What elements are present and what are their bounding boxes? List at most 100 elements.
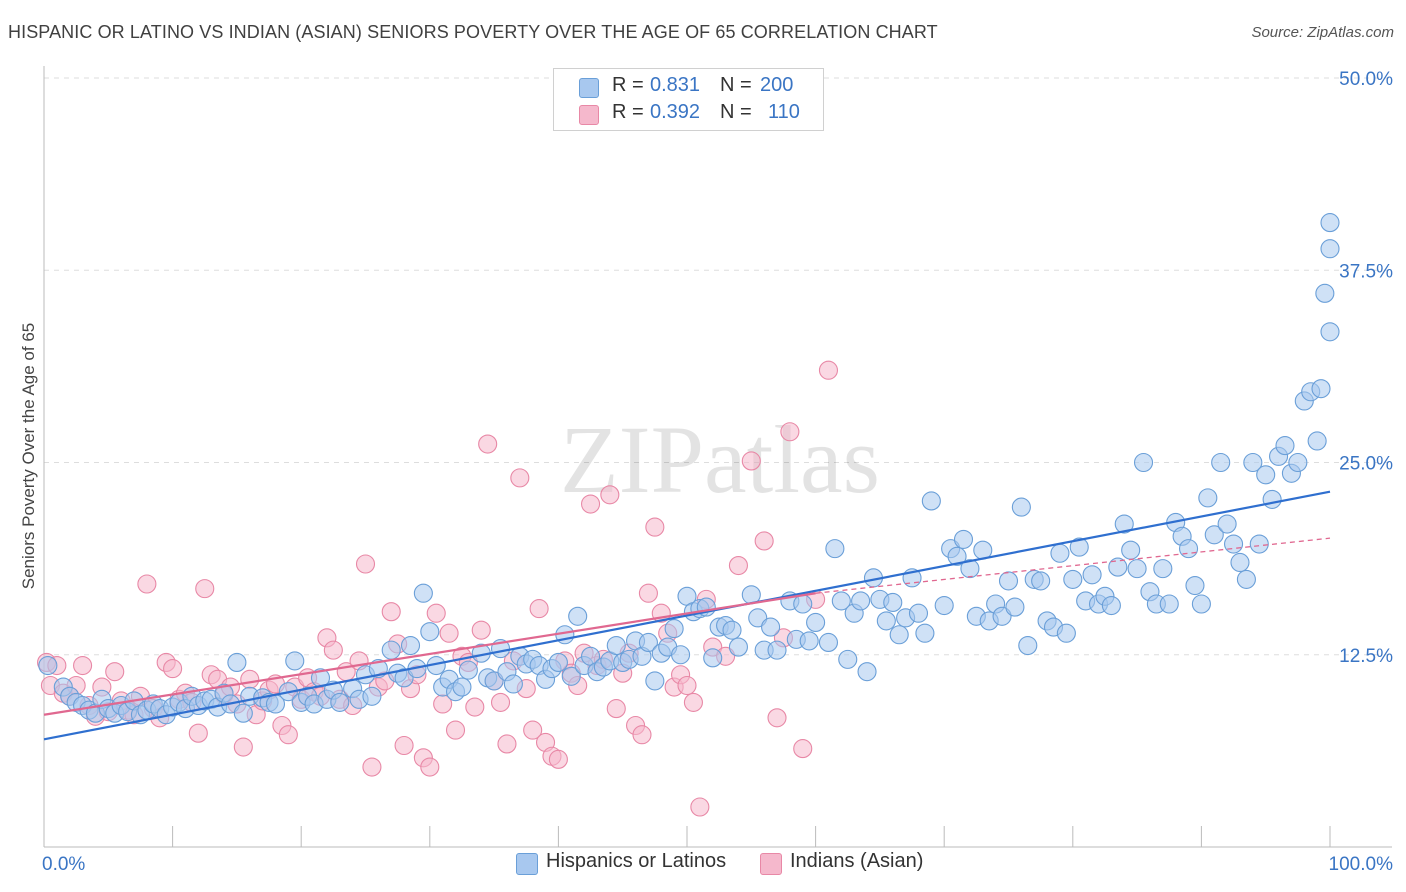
- hispanics-point-170: [1198, 488, 1218, 508]
- bottom-legend-swatch-pink: [760, 853, 782, 875]
- hispanics-point-100: [722, 620, 742, 640]
- hispanics-point-88: [645, 671, 665, 691]
- trend-lines: [43, 490, 1331, 741]
- indians-asian-point-71: [490, 692, 511, 712]
- indians-asian-point-32: [240, 669, 260, 689]
- hispanics-point-97: [703, 648, 723, 668]
- hispanics-point-121: [876, 611, 896, 631]
- hispanics-point-179: [1256, 465, 1276, 485]
- hispanics-point-189: [1315, 283, 1335, 303]
- indians-asian-point-31: [233, 737, 253, 757]
- indians-asian-point-101: [683, 692, 703, 712]
- hispanics-point-105: [761, 617, 781, 637]
- axes: [43, 66, 1392, 848]
- indians-asian-point-89: [606, 699, 626, 719]
- hispanics-point-172: [1211, 452, 1231, 473]
- hispanics-point-159: [1127, 559, 1147, 579]
- hispanics-point-48: [381, 640, 401, 660]
- hispanics-point-187: [1307, 431, 1327, 451]
- indians-asian-point-68: [471, 620, 491, 640]
- indians-asian-point-109: [767, 708, 787, 728]
- hispanics-point-75: [561, 666, 581, 686]
- indians-asian-point-76: [523, 720, 543, 740]
- y-axis-label: Seniors Poverty Over the Age of 65: [19, 323, 38, 589]
- y-tick-label-1: 25.0%: [1339, 454, 1393, 475]
- indians-asian-point-102: [690, 797, 710, 817]
- hispanics-point-158: [1121, 540, 1141, 560]
- hispanics-point-177: [1243, 452, 1263, 473]
- trend-line-indians-asian: [43, 592, 816, 716]
- indians-asian-point-61: [426, 603, 446, 623]
- hispanics-point-126: [908, 603, 929, 623]
- source-label: Source: ZipAtlas.com: [1251, 24, 1394, 41]
- hispanics-point-140: [1005, 597, 1025, 617]
- indians-asian-point-112: [793, 739, 813, 759]
- legend-n-label: N =: [720, 74, 752, 96]
- hispanics-point-173: [1217, 514, 1237, 534]
- hispanics-point-174: [1224, 534, 1244, 554]
- hispanics-point-103: [748, 608, 768, 628]
- hispanics-point-139: [998, 571, 1019, 591]
- x-tick-label-min: 0.0%: [42, 854, 85, 875]
- indians-asian-point-88: [600, 485, 620, 505]
- hispanics-point-123: [889, 625, 909, 645]
- hispanics-point-184: [1288, 452, 1308, 473]
- indians-asian-point-72: [497, 734, 517, 754]
- hispanics-point-35: [285, 651, 305, 671]
- hispanics-point-132: [953, 529, 974, 549]
- hispanics-point-106: [767, 640, 787, 660]
- hispanics-point-169: [1191, 594, 1211, 614]
- indians-asian-point-114: [818, 360, 839, 380]
- hispanics-point-192: [1320, 213, 1340, 233]
- hispanics-point-117: [851, 591, 871, 611]
- indians-asian-point-64: [445, 720, 466, 740]
- hispanics-point-157: [1114, 514, 1134, 534]
- legend-row-indians: R = 0.392 N = 110: [554, 101, 823, 127]
- indians-asian-point-69: [478, 434, 498, 454]
- legend-r-label: R =: [612, 101, 644, 123]
- indians-asian-point-95: [645, 517, 665, 537]
- hispanics-point-141: [1011, 497, 1031, 517]
- indians-asian-point-51: [362, 757, 382, 777]
- y-tick-labels: 12.5% 25.0% 37.5% 50.0%: [1339, 69, 1393, 667]
- legend-r-label: R =: [612, 74, 644, 96]
- hispanics-point-138: [992, 606, 1012, 626]
- hispanics-point-191: [1320, 239, 1340, 259]
- hispanics-point-87: [638, 632, 658, 652]
- chart-title: HISPANIC OR LATINO VS INDIAN (ASIAN) SEN…: [8, 22, 938, 42]
- indians-asian-point-74: [510, 468, 530, 488]
- gridlines: [44, 77, 1392, 656]
- hispanics-point-144: [1031, 571, 1051, 591]
- hispanics-point-91: [664, 619, 684, 639]
- hispanics-point-163: [1153, 559, 1173, 579]
- hispanics-point-182: [1275, 436, 1295, 456]
- legend-n-value: 110: [768, 101, 800, 123]
- y-tick-label-2: 37.5%: [1339, 261, 1393, 282]
- indians-asian-point-20: [163, 659, 183, 679]
- hispanics-point-148: [1056, 623, 1076, 643]
- hispanics-point-59: [452, 677, 472, 697]
- x-tick-label-max: 100.0%: [1329, 854, 1394, 875]
- hispanics-point-46: [362, 686, 382, 706]
- hispanics-point-149: [1063, 569, 1083, 589]
- indians-asian-point-77: [529, 599, 549, 619]
- indians-asian-point-67: [465, 697, 485, 717]
- indians-asian-point-106: [728, 555, 748, 576]
- hispanics-point-92: [671, 645, 691, 665]
- bottom-legend-label: Hispanics or Latinos: [546, 850, 727, 872]
- hispanics-point-133: [960, 559, 980, 579]
- legend-swatch-blue: [579, 78, 599, 98]
- indians-asian-point-111: [780, 422, 800, 442]
- hispanics-point-109: [793, 594, 813, 614]
- hispanics-point-131: [947, 546, 967, 566]
- hispanics-point-111: [806, 612, 826, 633]
- trend-line-hispanics: [43, 490, 1331, 741]
- indians-asian-point-11: [105, 662, 125, 682]
- indians-asian-point-94: [638, 583, 658, 603]
- legend-r-value: 0.831: [650, 74, 701, 96]
- hispanics-point-63: [484, 671, 504, 691]
- y-tick-label-3: 50.0%: [1339, 69, 1393, 90]
- hispanics-point-164: [1159, 594, 1179, 614]
- hispanics-point-115: [838, 649, 858, 669]
